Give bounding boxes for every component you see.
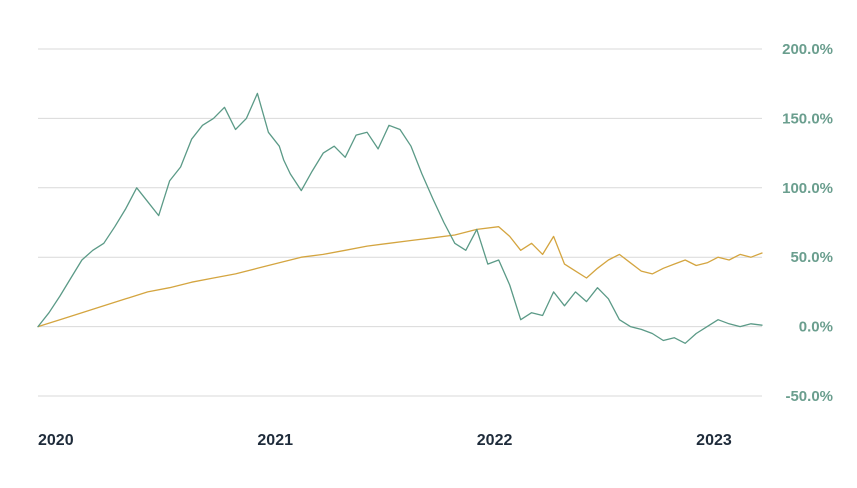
x-tick-label: 2023: [696, 432, 732, 449]
y-tick-label: 100.0%: [782, 180, 833, 197]
x-tick-label: 2022: [477, 432, 513, 449]
y-tick-label: 50.0%: [790, 249, 833, 266]
series-lines: [37, 92, 763, 344]
x-tick-label: 2021: [257, 432, 293, 449]
gridlines: [38, 48, 762, 397]
y-tick-label: 150.0%: [782, 110, 833, 127]
x-tick-label: 2020: [38, 432, 74, 449]
y-tick-label: -50.0%: [785, 388, 833, 405]
series-line-2: [37, 226, 763, 328]
y-tick-label: 200.0%: [782, 41, 833, 58]
y-axis-ticks: 200.0% 150.0% 100.0% 50.0% 0.0% -50.0%: [782, 41, 833, 405]
series-line-1: [37, 92, 763, 344]
y-tick-label: 0.0%: [799, 319, 833, 336]
x-axis-ticks: 2020 2021 2022 2023: [38, 432, 732, 449]
